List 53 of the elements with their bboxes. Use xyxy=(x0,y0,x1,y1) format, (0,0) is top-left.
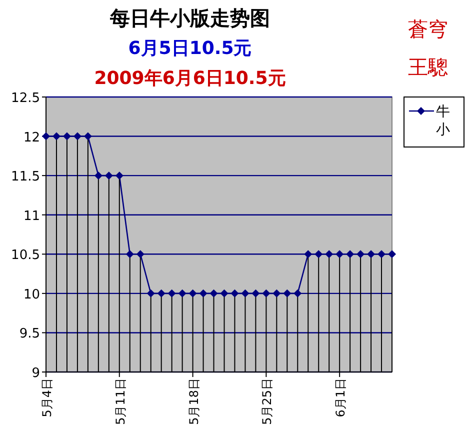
point xyxy=(283,289,292,298)
point xyxy=(199,289,208,298)
y-tick-label: 9 xyxy=(32,366,40,381)
y-tick-label: 9.5 xyxy=(19,326,40,342)
x-tick-label: 6月1日 xyxy=(334,378,348,418)
x-tick-label: 5月18日 xyxy=(186,378,201,425)
y-tick-label: 10.5 xyxy=(11,248,40,264)
point xyxy=(115,172,124,180)
point xyxy=(378,250,386,258)
y-tick-label: 11 xyxy=(23,208,40,224)
point xyxy=(294,289,302,298)
point xyxy=(52,132,60,140)
point xyxy=(62,132,71,140)
point xyxy=(220,289,228,298)
point xyxy=(252,289,260,298)
y-tick-label: 12.5 xyxy=(11,91,40,106)
chart-title: 每日牛小版走势图 xyxy=(109,6,270,30)
point xyxy=(336,250,344,258)
y-tick-label: 10 xyxy=(23,287,40,302)
x-tick-label: 5月4日 xyxy=(40,378,54,418)
point xyxy=(136,250,144,258)
point xyxy=(272,289,281,298)
point xyxy=(188,289,197,298)
point xyxy=(73,132,82,140)
text: 蒼穹 xyxy=(408,17,448,41)
legend-label: 牛小 xyxy=(436,104,450,138)
point xyxy=(84,132,92,140)
point xyxy=(325,250,334,258)
y-tick-label: 11.5 xyxy=(11,170,40,185)
x-tick-label: 5月11日 xyxy=(113,378,128,425)
point xyxy=(388,250,396,258)
point xyxy=(210,289,218,298)
point xyxy=(42,132,50,140)
point xyxy=(178,289,186,298)
y-tick-label: 12 xyxy=(23,130,40,146)
point xyxy=(367,250,376,258)
point xyxy=(146,289,155,298)
point xyxy=(241,289,250,298)
point xyxy=(230,289,239,298)
point xyxy=(314,250,323,258)
point xyxy=(304,250,312,258)
point xyxy=(126,250,134,258)
point xyxy=(356,250,365,258)
x-tick-label: 5月25日 xyxy=(260,378,274,425)
point xyxy=(168,289,176,298)
chart-subtitle: 6月5日10.5元 xyxy=(128,38,252,59)
point xyxy=(157,289,166,298)
point xyxy=(94,172,102,180)
point xyxy=(104,172,113,180)
point xyxy=(262,289,270,298)
text: 王驄 xyxy=(408,55,448,79)
text: 2009年6月6日10.5元 xyxy=(94,68,286,89)
point xyxy=(346,250,354,258)
